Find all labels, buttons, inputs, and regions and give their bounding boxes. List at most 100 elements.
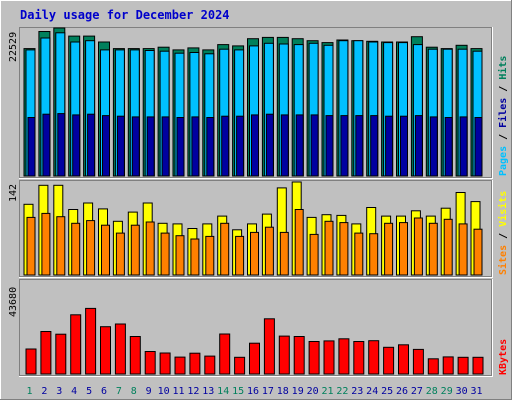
day-label-11: 11 [172, 386, 184, 397]
sites-bar-day-21 [324, 220, 334, 276]
visits-legend: Sites / Visits [497, 191, 509, 275]
day-label-1: 1 [26, 386, 32, 397]
sites-bar-day-3 [56, 216, 66, 276]
kbytes-bar-day-18 [278, 335, 290, 375]
sites-bar-day-27 [413, 217, 423, 276]
sites-bar-day-15 [235, 235, 245, 276]
kbytes-bar-day-13 [204, 355, 216, 375]
kbytes-ymax-label: 43680 [8, 287, 19, 317]
sites-bar-day-29 [443, 218, 453, 276]
day-label-3: 3 [56, 386, 62, 397]
sites-bar-day-18 [279, 231, 289, 276]
pages-bar-day-27 [414, 115, 423, 177]
kbytes-bar-day-24 [368, 340, 380, 375]
panel-hits-box [19, 27, 492, 178]
hits-legend: Pages / Files / Hits [497, 56, 509, 176]
pages-bar-day-8 [131, 116, 140, 177]
pages-bar-day-17 [265, 113, 274, 177]
pages-bar-day-18 [280, 114, 289, 177]
pages-bar-day-5 [87, 113, 96, 177]
visits-ymax-label: 142 [8, 184, 19, 202]
day-axis-labels: 1 2 3 4 5 6 7 8 9 10 11 12 13 14 15 16 17 18 19 20 21 22 23 24 2… [26, 386, 482, 397]
day-label-28: 28 [426, 386, 438, 397]
kbytes-bar-day-31 [472, 356, 484, 375]
sites-bar-day-24 [369, 233, 379, 276]
kbytes-bar-day-3 [55, 333, 67, 375]
day-label-5: 5 [86, 386, 92, 397]
day-label-17: 17 [262, 386, 274, 397]
pages-bar-day-4 [72, 114, 81, 177]
pages-bar-day-28 [429, 116, 438, 177]
kbytes-bar-day-22 [338, 338, 350, 375]
sites-bar-day-13 [205, 235, 215, 276]
pages-bar-day-10 [161, 116, 170, 177]
kbytes-bar-day-14 [219, 333, 231, 375]
kbytes-bars [25, 307, 484, 375]
sites-bar-day-30 [458, 223, 468, 276]
day-label-22: 22 [336, 386, 348, 397]
day-label-7: 7 [116, 386, 122, 397]
day-label-4: 4 [71, 386, 77, 397]
sites-bar-day-7 [115, 232, 125, 276]
kbytes-bar-day-4 [70, 314, 82, 375]
day-label-19: 19 [292, 386, 304, 397]
pages-bar-day-23 [355, 115, 364, 177]
day-label-20: 20 [307, 386, 319, 397]
panel-kbytes-box [19, 279, 492, 376]
pages-bar-day-16 [251, 114, 259, 177]
pages-bar-day-30 [459, 116, 468, 177]
day-label-21: 21 [321, 386, 333, 397]
day-label-9: 9 [146, 386, 152, 397]
kbytes-bar-day-7 [114, 323, 126, 375]
kbytes-bar-day-15 [234, 356, 246, 375]
kbytes-bar-day-21 [323, 340, 335, 375]
pages-bar-day-14 [221, 115, 230, 177]
pages-bar-day-19 [295, 114, 304, 177]
sites-bar-day-16 [250, 231, 259, 276]
sites-bar-day-10 [160, 232, 170, 276]
sites-bar-day-11 [175, 235, 185, 276]
kbytes-bar-day-27 [412, 348, 424, 375]
pages-bar-day-22 [340, 115, 349, 177]
pages-bar-day-12 [191, 116, 200, 177]
sites-bar-day-8 [130, 224, 140, 276]
legend-pages: Pages [498, 146, 509, 176]
kbytes-bar-day-23 [353, 341, 365, 375]
hits-ymax-label: 22529 [8, 32, 19, 62]
sites-bar-day-12 [190, 238, 200, 276]
pages-bar-day-29 [444, 117, 453, 177]
sites-bar-day-25 [384, 222, 394, 276]
pages-bar-day-3 [57, 113, 66, 177]
kbytes-bar-day-17 [263, 318, 275, 375]
pages-bar-day-24 [370, 115, 379, 177]
kbytes-bar-day-12 [189, 352, 201, 375]
day-label-18: 18 [277, 386, 289, 397]
day-label-14: 14 [217, 386, 229, 397]
day-label-25: 25 [381, 386, 393, 397]
day-label-24: 24 [366, 386, 378, 397]
legend-sep-2: / [498, 80, 509, 98]
pages-bar-day-26 [400, 115, 408, 177]
kbytes-bar-day-16 [249, 342, 260, 375]
legend-hits: Hits [497, 56, 509, 80]
sites-bar-day-4 [71, 222, 81, 276]
kbytes-legend: KBytes [498, 339, 509, 375]
day-label-8: 8 [131, 386, 137, 397]
kbytes-bar-day-11 [174, 356, 186, 375]
kbytes-bar-day-6 [100, 326, 111, 375]
pages-bar-day-20 [310, 114, 319, 177]
pages-bar-day-7 [116, 115, 125, 177]
pages-bar-day-11 [176, 117, 185, 177]
kbytes-bar-day-20 [308, 341, 320, 375]
sites-bar-day-1 [26, 216, 36, 276]
day-label-12: 12 [187, 386, 199, 397]
day-label-16: 16 [247, 386, 259, 397]
hits-files-pages-bars [23, 27, 483, 177]
kbytes-bar-day-5 [85, 307, 97, 375]
day-label-30: 30 [456, 386, 468, 397]
legend-visits: Visits [497, 191, 509, 227]
kbytes-bar-day-1 [25, 348, 37, 375]
pages-bar-day-15 [236, 115, 245, 177]
day-label-31: 31 [470, 386, 482, 397]
